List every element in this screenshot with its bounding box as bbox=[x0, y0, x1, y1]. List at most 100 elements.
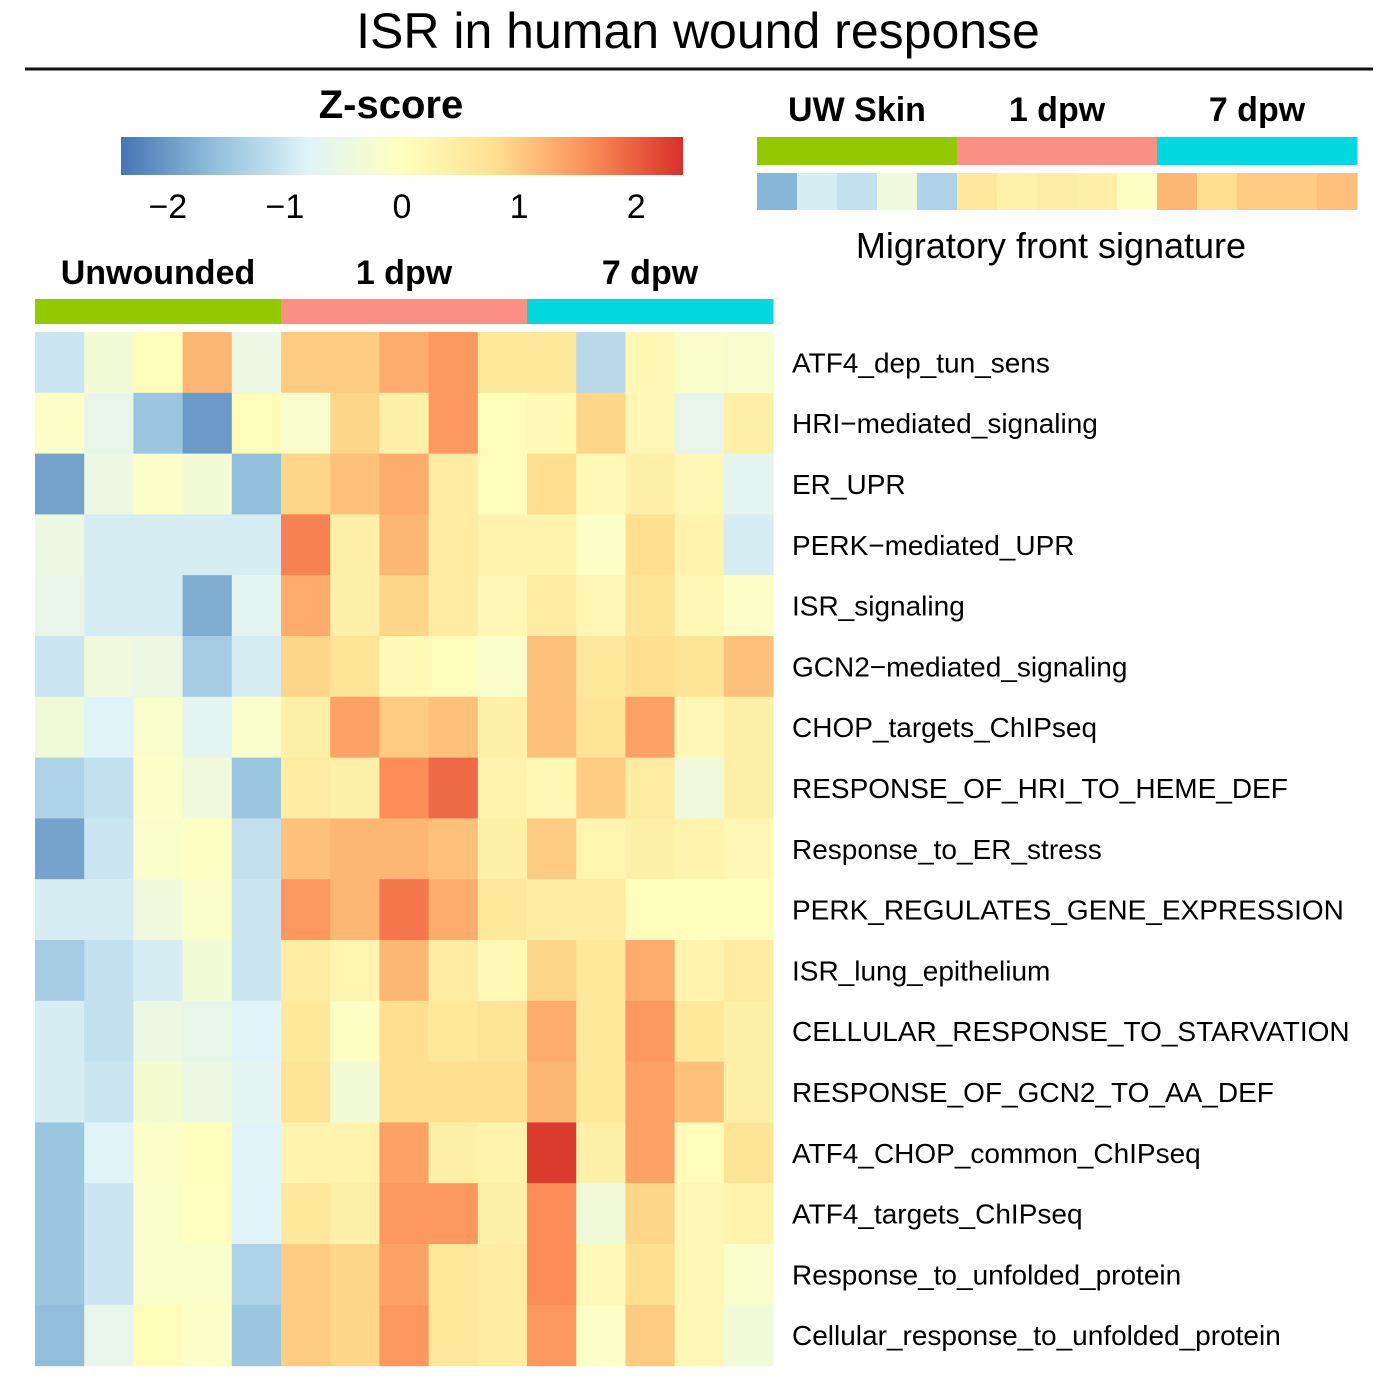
heatmap-cell bbox=[330, 636, 380, 698]
heatmap-cell bbox=[625, 1183, 676, 1245]
heatmap-cell bbox=[182, 1000, 233, 1063]
heatmap-cell bbox=[625, 940, 676, 1002]
heatmap-cell bbox=[723, 1061, 774, 1123]
heatmap-cell bbox=[477, 1304, 528, 1367]
heatmap-cell bbox=[330, 1183, 380, 1245]
row-label: ISR_lung_epithelium bbox=[792, 955, 1050, 986]
heatmap-cell bbox=[84, 1061, 134, 1123]
heatmap-cell bbox=[281, 636, 331, 698]
heatmap-cell bbox=[723, 818, 774, 880]
heatmap-cell bbox=[428, 879, 479, 941]
heatmap-cell bbox=[231, 1122, 282, 1184]
heatmap-cell bbox=[477, 940, 528, 1002]
heatmap-cell bbox=[231, 392, 282, 455]
heatmap-cell bbox=[281, 332, 331, 394]
heatmap-cell bbox=[330, 1061, 380, 1123]
heatmap-cell bbox=[477, 575, 528, 637]
heatmap-cell bbox=[330, 1304, 380, 1367]
heatmap-cell bbox=[231, 696, 282, 759]
signature-cell bbox=[837, 173, 878, 210]
signature-group-segment bbox=[1157, 137, 1358, 165]
heatmap-cell bbox=[379, 1122, 430, 1184]
heatmap-cell bbox=[625, 636, 676, 698]
heatmap-cell bbox=[723, 1304, 774, 1367]
heatmap-cell bbox=[428, 453, 479, 515]
signature-cell bbox=[797, 173, 838, 210]
signature-group-label: 7 dpw bbox=[1209, 91, 1306, 129]
heatmap-cell bbox=[182, 1244, 233, 1306]
heatmap-cell bbox=[133, 757, 184, 819]
heatmap-cell bbox=[84, 1122, 134, 1184]
heatmap-cell bbox=[477, 1061, 528, 1123]
heatmap-cell bbox=[133, 696, 184, 759]
heatmap-cell bbox=[576, 1061, 626, 1123]
heatmap-cell bbox=[527, 575, 577, 637]
heatmap-cell bbox=[231, 1061, 282, 1123]
heatmap-cell bbox=[576, 1183, 626, 1245]
heatmap-cell bbox=[576, 332, 626, 394]
heatmap-cell bbox=[84, 696, 134, 759]
heatmap-cell bbox=[674, 453, 725, 515]
row-label: ATF4_CHOP_common_ChIPseq bbox=[792, 1138, 1201, 1169]
heatmap-cell bbox=[576, 696, 626, 759]
heatmap-cell bbox=[84, 575, 134, 637]
heatmap-cell bbox=[35, 1304, 85, 1367]
heatmap-cell bbox=[231, 636, 282, 698]
heatmap-cell bbox=[674, 1061, 725, 1123]
signature-cell bbox=[917, 173, 958, 210]
heatmap-cell bbox=[576, 575, 626, 637]
heatmap-cell bbox=[84, 1183, 134, 1245]
heatmap-cell bbox=[428, 696, 479, 759]
heatmap-cell bbox=[379, 392, 430, 455]
heatmap-cell bbox=[379, 514, 430, 576]
heatmap-cell bbox=[379, 757, 430, 819]
heatmap-cell bbox=[35, 636, 85, 698]
heatmap-cell bbox=[281, 940, 331, 1002]
colorbar bbox=[121, 137, 683, 175]
heatmap-cell bbox=[477, 1244, 528, 1306]
row-label: ATF4_dep_tun_sens bbox=[792, 347, 1050, 378]
heatmap-cell bbox=[674, 818, 725, 880]
row-label: PERK−mediated_UPR bbox=[792, 530, 1074, 561]
signature-group-labels: UW Skin 1 dpw 7 dpw bbox=[788, 91, 1306, 129]
heatmap-cell bbox=[35, 1000, 85, 1063]
heatmap-cell bbox=[330, 940, 380, 1002]
heatmap-cell bbox=[428, 514, 479, 576]
heatmap-cell bbox=[133, 1061, 184, 1123]
heatmap-cell bbox=[35, 575, 85, 637]
heatmap-cell bbox=[527, 1183, 577, 1245]
heatmap-cell bbox=[428, 818, 479, 880]
heatmap-cell bbox=[379, 332, 430, 394]
heatmap-cell bbox=[379, 1304, 430, 1367]
heatmap-cell bbox=[723, 636, 774, 698]
heatmap-cell bbox=[281, 879, 331, 941]
heatmap-cell bbox=[182, 879, 233, 941]
heatmap-cell bbox=[330, 332, 380, 394]
heatmap-cell bbox=[133, 453, 184, 515]
heatmap-cell bbox=[723, 575, 774, 637]
row-label: ATF4_targets_ChIPseq bbox=[792, 1199, 1083, 1230]
heatmap-cell bbox=[527, 696, 577, 759]
heatmap-cell bbox=[182, 1304, 233, 1367]
heatmap-cell bbox=[625, 1122, 676, 1184]
heatmap-cell bbox=[674, 514, 725, 576]
heatmap-cell bbox=[674, 1244, 725, 1306]
heatmap-cell bbox=[231, 575, 282, 637]
heatmap-cell bbox=[330, 575, 380, 637]
heatmap-cell bbox=[182, 1183, 233, 1245]
heatmap-cell bbox=[281, 1183, 331, 1245]
heatmap-cell bbox=[35, 940, 85, 1002]
signature-cell bbox=[1197, 173, 1238, 210]
heatmap-cell bbox=[281, 757, 331, 819]
heatmap-cell bbox=[674, 1000, 725, 1063]
heatmap-cell bbox=[330, 1122, 380, 1184]
heatmap-cell bbox=[477, 332, 528, 394]
heatmap-cell bbox=[576, 940, 626, 1002]
colorbar-label: Z-score bbox=[319, 83, 464, 127]
heatmap-cell bbox=[379, 1244, 430, 1306]
heatmap-cell bbox=[674, 332, 725, 394]
heatmap-cell bbox=[133, 1244, 184, 1306]
heatmap-cell bbox=[281, 818, 331, 880]
heatmap-cell bbox=[231, 879, 282, 941]
